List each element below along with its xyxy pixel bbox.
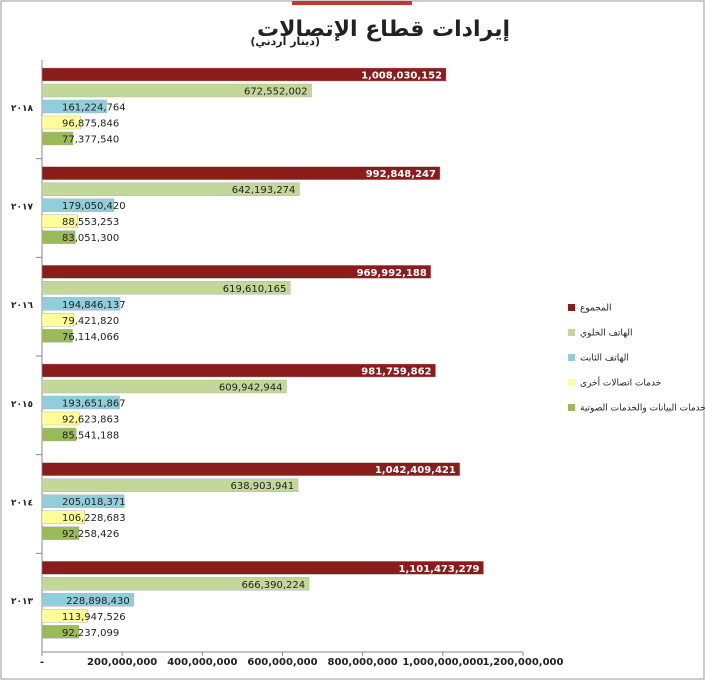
bar: [41, 99, 107, 114]
value-label: 1,042,409,421: [375, 465, 456, 476]
bar: [41, 395, 120, 410]
bar: [41, 577, 310, 591]
legend-label: المجموع: [580, 304, 611, 314]
bar: [41, 198, 114, 212]
x-tick-label: 600,000,000: [247, 657, 317, 668]
bar: [41, 427, 77, 442]
value-label: 619,610,165: [223, 284, 287, 295]
top-accent: [292, 1, 412, 5]
bar: [41, 230, 76, 244]
bar: [41, 478, 299, 492]
bar: [41, 297, 121, 311]
y-tick-label: ٢٠١٥: [11, 400, 33, 410]
value-label: 205,018,371: [62, 497, 126, 508]
value-label: 642,193,274: [232, 185, 296, 196]
bar: [41, 526, 80, 540]
bar: [41, 67, 447, 82]
bar: [41, 494, 125, 508]
value-label: 161,224,764: [62, 103, 126, 114]
y-tick-label: ٢٠١٤: [11, 499, 33, 509]
value-label: 1,008,030,152: [361, 71, 442, 82]
value-label: 969,992,188: [357, 268, 427, 279]
value-label: 992,848,247: [366, 169, 436, 180]
legend-label: خدمات اتصالات أخرى: [580, 377, 661, 389]
x-tick-label: 1,200,000,000: [483, 657, 564, 668]
legend-swatch: [568, 329, 575, 336]
value-label: 1,101,473,279: [399, 564, 480, 575]
x-tick-label: 800,000,000: [328, 657, 398, 668]
bar: [41, 411, 80, 426]
y-tick-label: ٢٠١٨: [11, 104, 33, 114]
value-label: 106,228,683: [62, 513, 126, 524]
value-label: 92,623,863: [62, 415, 119, 426]
value-label: 88,553,253: [62, 217, 119, 228]
legend-swatch: [568, 404, 575, 411]
bar: [41, 115, 82, 130]
bar: [41, 281, 291, 295]
value-label: 92,258,426: [62, 529, 119, 540]
bar: [41, 166, 441, 180]
value-label: 83,051,300: [62, 233, 119, 244]
value-label: 79,421,820: [62, 316, 119, 327]
bar: [41, 83, 312, 98]
bar: [41, 214, 78, 228]
chart-title: إيرادات قطاع الإتصالات: [257, 17, 510, 42]
chart-subtitle: (دينار أردني): [250, 34, 320, 48]
legend-label: الهاتف الخلوي: [580, 329, 633, 339]
bar: [41, 265, 432, 279]
y-tick-label: ٢٠١٣: [11, 597, 33, 607]
bar: [41, 379, 287, 394]
bar: [41, 625, 80, 639]
value-label: 666,390,224: [241, 580, 305, 591]
bar: [41, 462, 461, 476]
bar: [41, 363, 436, 378]
value-label: 638,903,941: [230, 481, 294, 492]
legend-swatch: [568, 354, 575, 361]
x-tick-label: 400,000,000: [167, 657, 237, 668]
x-tick-label: -: [40, 657, 44, 668]
bar: [41, 510, 85, 524]
bar: [41, 609, 88, 623]
bar: [41, 561, 484, 575]
bar: [41, 313, 75, 327]
value-label: 76,114,066: [62, 332, 119, 343]
value-label: 92,237,099: [62, 628, 119, 639]
value-label: 609,942,944: [219, 383, 283, 394]
legend-label: الهاتف الثابت: [580, 354, 629, 364]
legend-swatch: [568, 304, 575, 311]
value-label: 228,898,430: [66, 596, 130, 607]
x-tick-label: 1,000,000,000: [402, 657, 483, 668]
legend-label: دي خدمات البيانات والخدمات الصوتية: [580, 404, 705, 414]
value-label: 981,759,862: [361, 367, 431, 378]
value-label: 113,947,526: [62, 612, 126, 623]
value-label: 179,050,420: [62, 201, 126, 212]
value-label: 193,651,867: [62, 399, 126, 410]
value-label: 85,541,188: [62, 431, 119, 442]
value-label: 672,552,002: [244, 87, 308, 98]
value-label: 77,377,540: [62, 135, 119, 146]
legend-swatch: [568, 379, 575, 386]
x-tick-label: 200,000,000: [87, 657, 157, 668]
y-tick-label: ٢٠١٧: [11, 203, 33, 213]
bar: [41, 182, 300, 196]
bar: [41, 131, 74, 146]
value-label: 194,846,137: [62, 300, 126, 311]
y-tick-label: ٢٠١٦: [11, 301, 33, 311]
bar: [41, 329, 73, 343]
bar: [41, 593, 134, 607]
value-label: 96,875,846: [62, 119, 119, 130]
